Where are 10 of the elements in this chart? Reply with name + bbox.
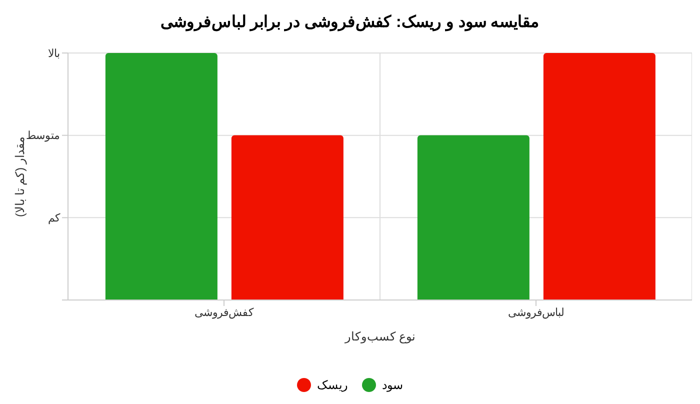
x-tick-label: کفش‌فروشی: [194, 306, 254, 319]
text: متوسط: [26, 130, 60, 142]
text: کم: [48, 212, 61, 225]
text: بالا: [48, 48, 60, 60]
y-axis-title: مقدار (کم تا بالا): [13, 136, 27, 216]
chart-title: مقایسه سود و ریسک: کفش‌فروشی در برابر لباس‌فروشی: [159, 13, 541, 32]
legend-label: ریسک: [317, 378, 348, 392]
legend-label: سود: [382, 378, 403, 392]
x-axis-title: نوع کسب‌وکار: [344, 330, 416, 344]
x-tick-label: لباس‌فروشی: [508, 306, 564, 319]
